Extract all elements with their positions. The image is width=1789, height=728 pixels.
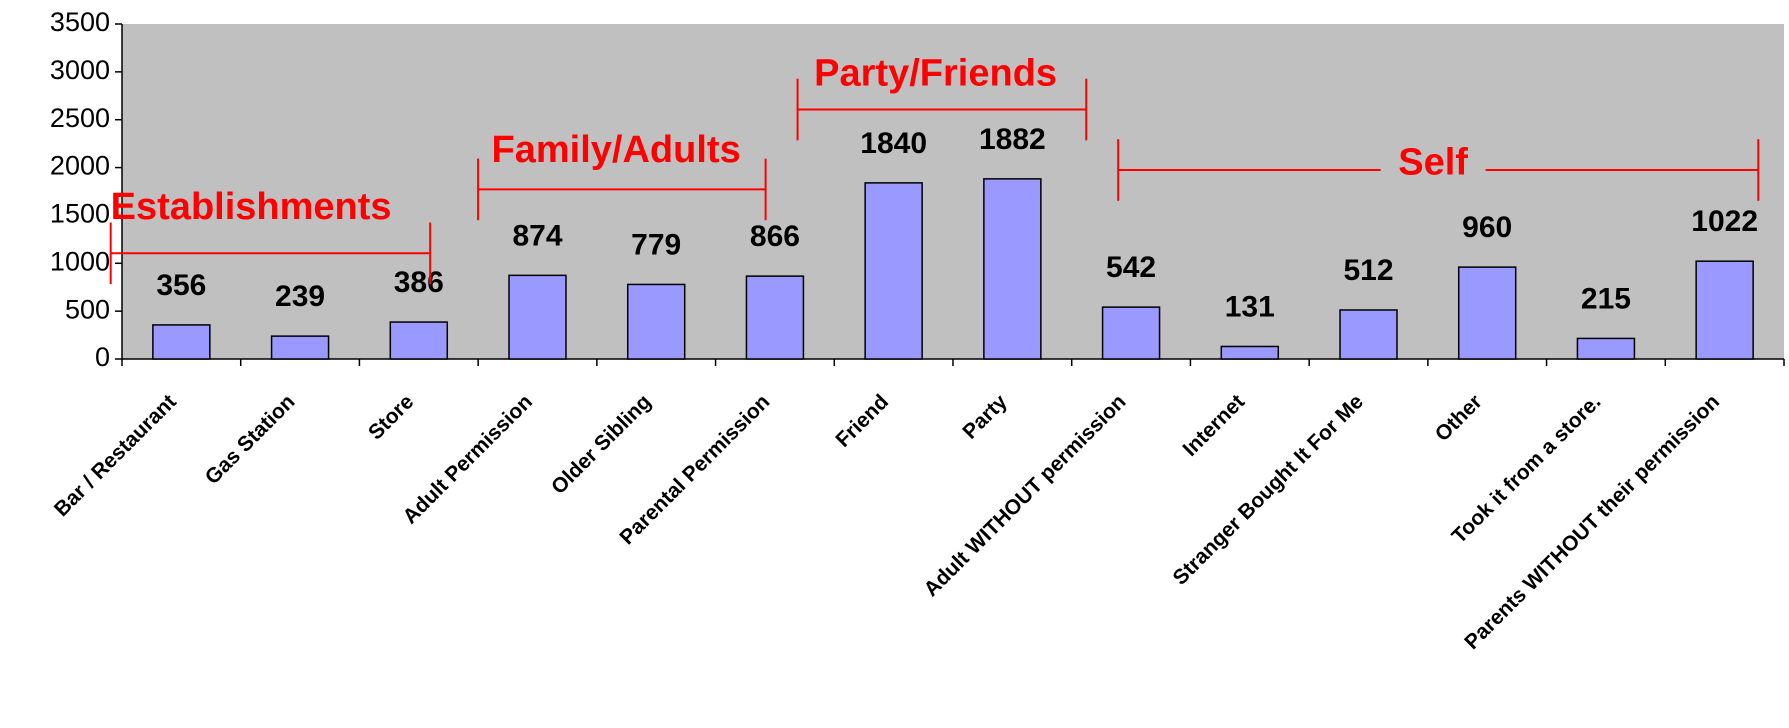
group-label: Family/Adults xyxy=(492,129,741,171)
bar xyxy=(1339,309,1398,360)
y-tick-label: 3000 xyxy=(50,55,110,85)
value-label: 356 xyxy=(156,269,206,302)
x-tick-label: Store xyxy=(364,390,418,444)
y-tick-label: 2500 xyxy=(50,103,110,133)
group-label: Self xyxy=(1398,141,1468,183)
value-label: 1022 xyxy=(1691,205,1758,238)
value-label: 874 xyxy=(512,219,562,252)
bar xyxy=(745,275,805,360)
bar xyxy=(864,182,923,360)
y-tick-label: 1000 xyxy=(50,246,110,276)
bar xyxy=(626,283,686,360)
y-tick-label: 2000 xyxy=(50,151,110,181)
value-label: 960 xyxy=(1462,211,1512,244)
bar xyxy=(983,178,1042,360)
x-tick-label: Friend xyxy=(831,390,893,452)
group-label: Establishments xyxy=(111,186,392,228)
bar xyxy=(1457,266,1517,360)
y-tick-label: 500 xyxy=(65,294,110,324)
value-label: 512 xyxy=(1343,254,1393,287)
y-tick-label: 0 xyxy=(95,342,110,372)
bar xyxy=(270,335,330,360)
x-tick-label: Party xyxy=(958,390,1012,444)
y-tick-label: 3500 xyxy=(50,7,110,37)
bar xyxy=(1101,306,1161,360)
x-tick-label: Gas Station xyxy=(201,390,300,489)
value-label: 131 xyxy=(1225,290,1275,323)
x-tick-label: Stranger Bought It For Me xyxy=(1169,390,1368,589)
value-label: 542 xyxy=(1106,251,1156,284)
bar xyxy=(1576,337,1636,360)
x-tick-label: Parents WITHOUT their permission xyxy=(1460,390,1724,654)
y-tick-label: 1500 xyxy=(50,199,110,229)
x-tick-label: Older Sibling xyxy=(547,390,656,499)
x-tick-label: Adult WITHOUT permission xyxy=(920,390,1131,601)
x-tick-label: Bar / Restaurant xyxy=(50,390,181,521)
bar xyxy=(1220,345,1280,360)
bar xyxy=(508,274,567,360)
bar xyxy=(389,321,449,360)
value-label: 386 xyxy=(394,266,444,299)
bar xyxy=(1695,260,1754,360)
value-label: 779 xyxy=(631,228,681,261)
value-label: 1882 xyxy=(979,123,1046,156)
x-tick-label: Internet xyxy=(1179,390,1250,461)
bar xyxy=(152,324,211,360)
value-label: 215 xyxy=(1581,282,1631,315)
value-label: 239 xyxy=(275,280,325,313)
value-label: 1840 xyxy=(860,127,927,160)
x-tick-label: Adult Permission xyxy=(399,390,537,528)
group-label: Party/Friends xyxy=(814,52,1057,94)
value-label: 866 xyxy=(750,220,800,253)
x-tick-label: Other xyxy=(1431,390,1487,446)
